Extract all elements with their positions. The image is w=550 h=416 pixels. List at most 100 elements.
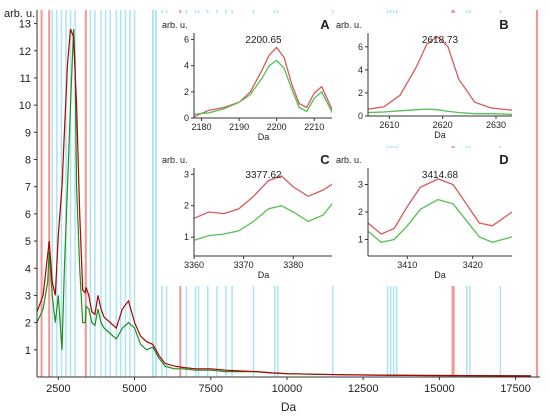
inset-panel-letter: B	[499, 17, 508, 32]
inset-trace-inset_green	[367, 108, 513, 115]
inset-y-tick-label: 6	[184, 35, 189, 45]
inset-x-axis-label: Da	[434, 270, 446, 280]
cyan-band	[100, 10, 102, 377]
cyan-band	[94, 10, 96, 377]
y-tick-label: 10	[19, 100, 31, 112]
y-tick-label: 7	[25, 182, 31, 194]
y-tick-label: 12	[19, 46, 31, 58]
inset-x-axis-label: Da	[258, 132, 270, 142]
cyan-band	[104, 10, 107, 377]
inset-y-tick-label: 2	[358, 88, 363, 98]
inset-y-tick-label: 3	[184, 169, 189, 179]
y-tick-label: 3	[25, 290, 31, 302]
y-tick-label: 6	[25, 209, 31, 221]
red-band	[84, 10, 87, 377]
y-tick-label: 9	[25, 127, 31, 139]
inset-trace-inset_red	[193, 175, 334, 219]
inset-peak-mass-label: 3377.62	[245, 170, 282, 181]
y-tick-label: 5	[25, 236, 31, 248]
inset-panel-c: 1 2 3 3360 3370 3380 arb. u. Da C 3377.62	[158, 148, 341, 286]
cyan-band	[151, 10, 154, 377]
inset-trace-inset_red	[193, 46, 334, 118]
cyan-band	[115, 10, 118, 377]
cyan-band	[74, 10, 76, 377]
inset-trace-inset_red	[367, 35, 513, 111]
inset-x-tick-label: 3410	[397, 260, 417, 270]
inset-y-tick-label: 2	[184, 87, 189, 97]
inset-background	[332, 148, 520, 286]
inset-y-axis-label: arb. u.	[162, 20, 188, 30]
inset-x-tick-label: 2630	[486, 120, 506, 130]
cyan-band	[51, 10, 53, 377]
inset-trace-inset_green	[367, 198, 513, 244]
cyan-band	[69, 10, 72, 377]
cyan-band	[56, 10, 58, 377]
inset-y-tick-label: 4	[358, 65, 363, 75]
trace-layer	[37, 28, 531, 377]
inset-background	[332, 13, 520, 146]
inset-x-tick-label: 2610	[379, 120, 399, 130]
inset-y-tick-label: 6	[358, 42, 363, 52]
inset-x-tick-label: 2200	[267, 122, 287, 132]
cyan-band	[124, 10, 127, 377]
inset-peak-mass-label: 2618.73	[422, 35, 459, 46]
cyan-band	[109, 10, 111, 377]
inset-x-tick-label: 3360	[184, 260, 204, 270]
inset-x-axis-label: Da	[258, 270, 270, 280]
x-tick-label: 17500	[500, 383, 531, 395]
inset-background	[158, 148, 341, 286]
inset-panel-letter: C	[320, 152, 330, 167]
inset-peak-mass-label: 3414.68	[422, 170, 459, 181]
inset-background	[158, 13, 341, 148]
y-tick-label: 2	[25, 318, 31, 330]
inset-y-tick-label: 0	[358, 111, 363, 121]
inset-trace-inset_green	[193, 202, 334, 241]
inset-panel-letter: D	[499, 152, 508, 167]
cyan-band	[89, 10, 92, 377]
x-tick-label: 2500	[46, 383, 70, 395]
y-tick-label: 11	[20, 73, 31, 85]
inset-trace-inset_green	[193, 59, 334, 115]
inset-y-tick-label: 4	[184, 61, 189, 71]
inset-x-tick-label: 2180	[191, 122, 211, 132]
y-tick-label: 13	[19, 19, 31, 31]
cyan-band	[154, 10, 157, 377]
x-tick-label: 7500	[199, 383, 223, 395]
inset-y-axis-label: arb. u.	[336, 20, 362, 30]
inset-panel-letter: A	[320, 17, 330, 32]
y-axis-label: arb. u.	[4, 8, 35, 20]
y-tick-label: 1	[25, 345, 31, 357]
cyan-band	[133, 10, 136, 377]
inset-panel-d: 1 2 3 3410 3420 arb. u. Da D 3414.68	[332, 148, 520, 286]
inset-x-tick-label: 3380	[283, 260, 303, 270]
inset-panel-b: 0 2 4 6 2610 2620 2630 arb. u. Da B 2618.73	[332, 13, 520, 146]
red-band	[48, 10, 51, 377]
inset-x-tick-label: 3420	[463, 260, 483, 270]
y-tick-label: 4	[25, 263, 31, 275]
inset-x-axis-label: Da	[434, 130, 446, 140]
cyan-band	[65, 10, 67, 377]
inset-y-tick-label: 1	[358, 235, 363, 245]
cyan-band	[129, 10, 131, 377]
inset-y-tick-label: 2	[184, 201, 189, 211]
x-tick-label: 10000	[272, 383, 303, 395]
inset-panel-a: 0 2 4 6 2180 2190 2200 2210 arb. u. Da A 2200.65	[158, 13, 341, 148]
inset-x-tick-label: 2210	[304, 122, 324, 132]
inset-trace-inset_red	[367, 178, 513, 235]
spectrum-trace-red_trace	[37, 28, 531, 377]
inset-y-tick-label: 2	[358, 207, 363, 217]
red-band	[40, 10, 43, 377]
y-tick-label: 8	[25, 155, 31, 167]
inset-x-tick-label: 2190	[229, 122, 249, 132]
inset-y-axis-label: arb. u.	[336, 155, 362, 165]
cyan-band	[120, 10, 122, 377]
x-axis-label: Da	[281, 400, 297, 414]
x-tick-label: 15000	[424, 383, 455, 395]
inset-y-axis-label: arb. u.	[162, 155, 188, 165]
x-tick-label: 12500	[348, 383, 379, 395]
inset-y-tick-label: 3	[358, 180, 363, 190]
inset-peak-mass-label: 2200.65	[245, 35, 282, 46]
red-band	[535, 10, 539, 377]
